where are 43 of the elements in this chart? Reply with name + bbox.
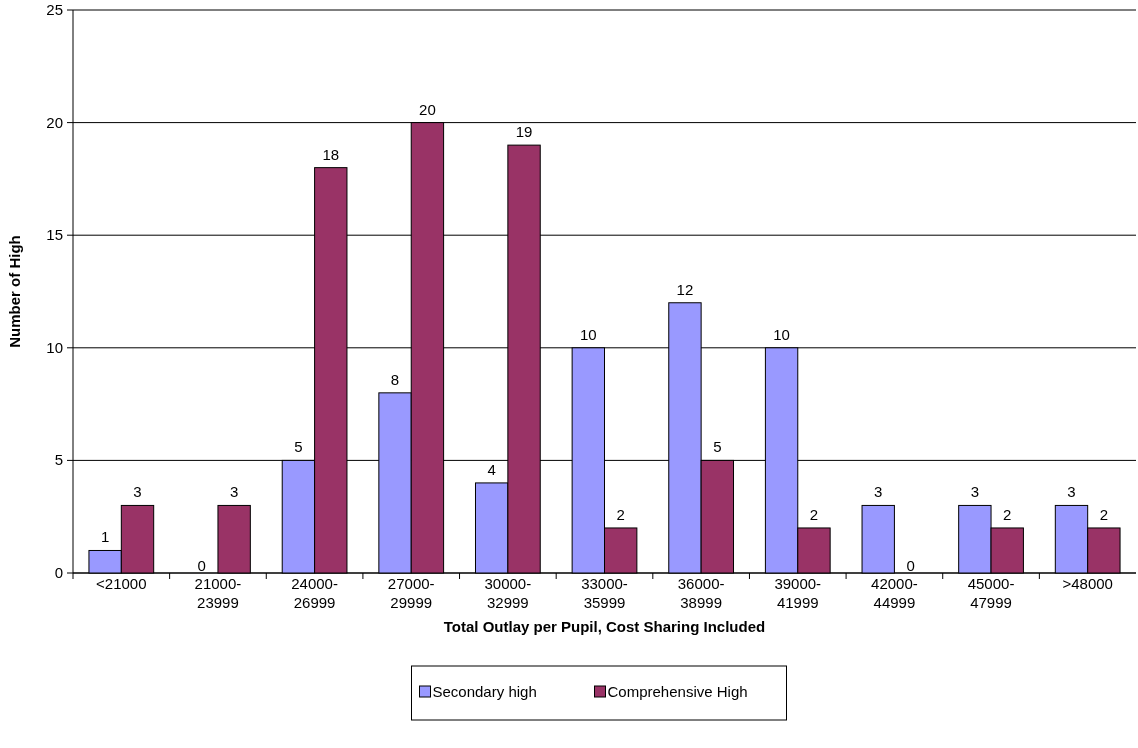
data-label: 8 [390, 370, 400, 388]
data-label: 2 [616, 505, 625, 523]
x-axis-title: Total Outlay per Pupil, Cost Sharing Included [443, 618, 766, 635]
data-label: 2 [1099, 505, 1109, 523]
data-label: 2 [1003, 505, 1012, 523]
data-label: 5 [713, 438, 722, 456]
x-tick-label: 36000-38999 [677, 575, 725, 611]
x-tick-label: 27000-29999 [387, 575, 435, 611]
x-tick-label: 21000-23999 [194, 575, 242, 611]
data-label: 3 [970, 483, 980, 501]
legend-label: Secondary high [432, 683, 537, 700]
data-label: 5 [294, 438, 303, 456]
legend-label: Comprehensive High [607, 683, 748, 700]
data-label: 3 [1067, 483, 1076, 501]
x-tick-label: >48000 [1062, 575, 1113, 592]
data-label: 10 [579, 325, 597, 343]
data-label: 4 [487, 460, 496, 478]
y-tick-label: 5 [54, 451, 63, 469]
x-tick-label: 24000-26999 [291, 575, 338, 611]
data-label: 0 [197, 557, 206, 574]
x-tick-label: 45000-47999 [967, 575, 1015, 611]
data-label: 20 [419, 100, 436, 118]
data-label: 3 [229, 483, 239, 501]
x-tick-label: 42000-44999 [871, 575, 918, 611]
data-label: 1 [100, 528, 110, 546]
y-tick-label: 20 [46, 113, 63, 131]
y-tick-label: 25 [46, 1, 63, 18]
data-label: 10 [773, 325, 790, 343]
data-label: 0 [906, 557, 915, 574]
data-label: 2 [809, 505, 819, 523]
y-tick-label: 0 [54, 564, 63, 581]
y-tick-label: 10 [46, 338, 63, 356]
x-tick-label: 39000-41999 [774, 575, 822, 611]
x-tick-label: 30000-32999 [484, 575, 532, 611]
data-label: 12 [676, 280, 694, 298]
data-label: 3 [133, 483, 142, 501]
y-tick-label: 15 [46, 226, 63, 244]
x-tick-label: <21000 [96, 575, 147, 592]
x-tick-label: 33000-35999 [581, 575, 628, 611]
data-label: 19 [515, 123, 533, 141]
y-axis-title: Number of High [6, 235, 23, 348]
data-label: 3 [874, 483, 883, 501]
data-label: 18 [322, 145, 340, 163]
